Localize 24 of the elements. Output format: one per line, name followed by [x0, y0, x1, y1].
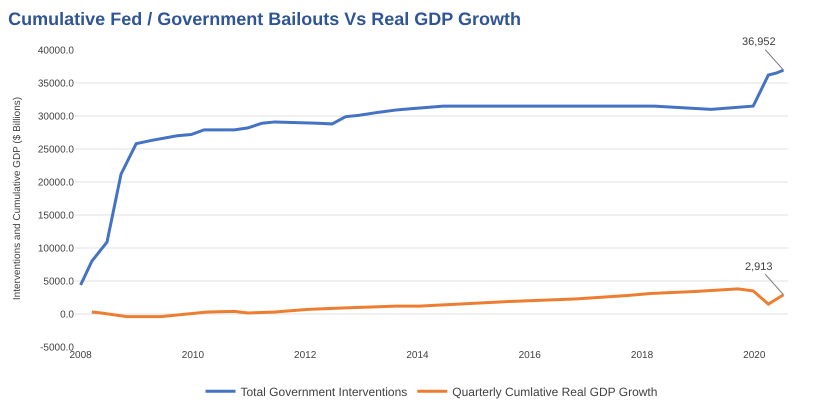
annotation: 36,952 [742, 36, 776, 48]
line-series [79, 68, 786, 286]
y-tick-label: 25000.0 [38, 144, 74, 156]
y-tick-label: 0.0 [60, 310, 74, 320]
y-tick-label: 35000.0 [38, 78, 74, 90]
annotation: 2,913 [745, 261, 773, 273]
y-tick-label: 15000.0 [38, 210, 74, 222]
legend-label: Total Government Interventions [240, 384, 408, 399]
x-tick-label: 2010 [182, 350, 204, 361]
x-tick-label: 2008 [69, 350, 92, 361]
x-tick-label: 2012 [294, 350, 317, 361]
y-tick-label: 30000.0 [38, 112, 74, 122]
y-tick-label: 10000.0 [38, 244, 74, 254]
line-series [90, 287, 786, 318]
x-tick-label: 2018 [630, 350, 654, 361]
x-tick-label: 2014 [406, 350, 430, 361]
legend-label: Quarterly Cumlative Real GDP Growth [452, 384, 658, 399]
y-tick-label: 5000.0 [43, 276, 74, 288]
y-axis-title: Interventions and Cumulative GDP ($ Billions) [12, 96, 23, 300]
x-tick-label: 2020 [743, 350, 766, 361]
chart-title: Cumulative Fed / Government Bailouts Vs Real GDP Growth [8, 9, 521, 30]
y-tick-label: 20000.0 [38, 178, 74, 188]
x-tick-label: 2016 [518, 350, 542, 361]
y-tick-label: 40000.0 [38, 46, 74, 56]
